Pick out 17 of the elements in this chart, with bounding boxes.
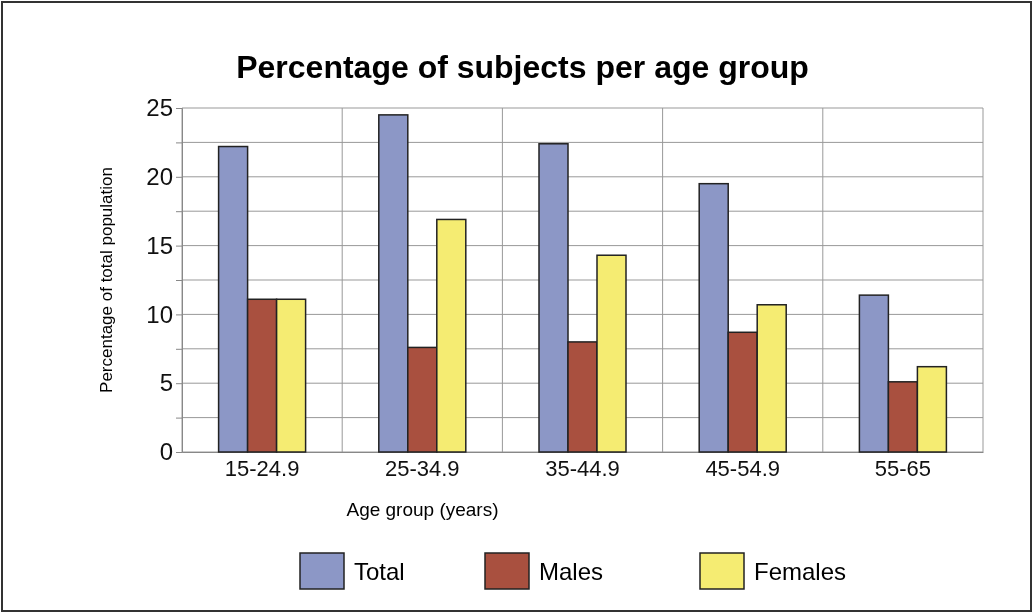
y-tick-label: 0 bbox=[159, 438, 173, 466]
x-tick-label: 15-24.9 bbox=[224, 455, 300, 481]
x-tick-label: 55-65 bbox=[874, 455, 932, 481]
y-tick-label: 10 bbox=[146, 300, 173, 328]
legend-label: Males bbox=[539, 558, 604, 585]
x-tick-label: 25-34.9 bbox=[384, 455, 460, 481]
x-axis-title: Age group (years) bbox=[346, 499, 499, 520]
y-tick-label: 25 bbox=[146, 94, 173, 122]
y-tick-label: 15 bbox=[146, 231, 173, 259]
x-tick-label: 35-44.9 bbox=[545, 455, 620, 481]
y-tick-label: 5 bbox=[159, 369, 173, 397]
chart-title: Percentage of subjects per age group bbox=[236, 49, 809, 85]
y-axis-title: Percentage of total population bbox=[97, 167, 116, 393]
x-tick-label: 45-54.9 bbox=[705, 455, 781, 481]
legend-label: Total bbox=[354, 558, 405, 585]
legend-label: Females bbox=[754, 558, 847, 585]
y-tick-label: 20 bbox=[146, 162, 173, 190]
